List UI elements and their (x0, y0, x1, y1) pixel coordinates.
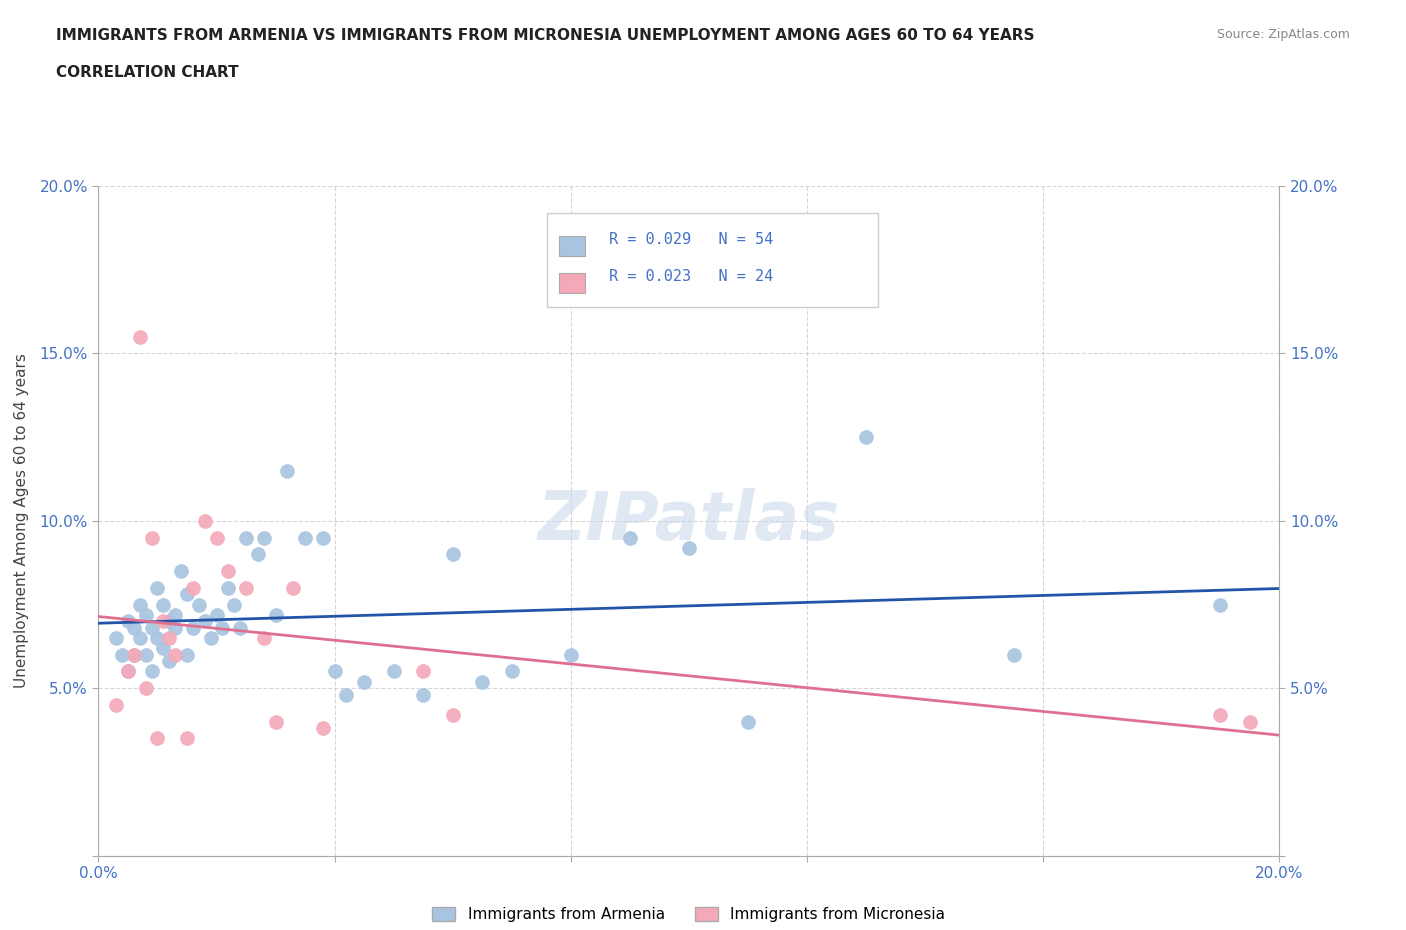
Point (211, 620, 233, 635)
Point (157, 631, 180, 645)
Point (855, 430, 877, 445)
Point (1209, 708, 1232, 723)
Point (105, 698, 128, 712)
Point (176, 731, 198, 746)
Legend: Immigrants from Armenia, Immigrants from Micronesia: Immigrants from Armenia, Immigrants from… (426, 901, 952, 928)
Point (235, 530, 257, 545)
Point (157, 614, 180, 629)
Point (294, 530, 316, 545)
Point (1209, 597, 1232, 612)
Point (253, 530, 276, 545)
Point (165, 620, 187, 635)
Point (224, 597, 246, 612)
Text: ZIPatlas: ZIPatlas (538, 488, 839, 553)
Point (146, 731, 169, 746)
Point (152, 641, 174, 656)
Point (146, 580, 169, 595)
Point (205, 607, 228, 622)
Point (312, 530, 335, 545)
Point (157, 654, 180, 669)
Text: Source: ZipAtlas.com: Source: ZipAtlas.com (1216, 28, 1350, 41)
Point (111, 647, 134, 662)
Point (205, 530, 228, 545)
Point (170, 564, 193, 578)
Point (264, 714, 287, 729)
FancyBboxPatch shape (547, 213, 877, 307)
Point (1239, 714, 1261, 729)
Point (141, 620, 163, 635)
Point (441, 547, 464, 562)
Point (194, 513, 217, 528)
FancyBboxPatch shape (560, 235, 585, 257)
Point (283, 580, 305, 595)
Point (181, 580, 204, 595)
Point (128, 329, 150, 344)
Point (181, 620, 204, 635)
Point (117, 614, 139, 629)
Point (128, 597, 150, 612)
Point (335, 687, 357, 702)
Point (246, 547, 269, 562)
Point (276, 463, 298, 478)
Point (560, 647, 582, 662)
Point (323, 664, 346, 679)
Point (441, 708, 464, 723)
FancyBboxPatch shape (560, 272, 585, 293)
Point (117, 664, 139, 679)
Text: R = 0.023   N = 24: R = 0.023 N = 24 (609, 269, 773, 284)
Text: IMMIGRANTS FROM ARMENIA VS IMMIGRANTS FROM MICRONESIA UNEMPLOYMENT AMONG AGES 60: IMMIGRANTS FROM ARMENIA VS IMMIGRANTS FR… (56, 28, 1035, 43)
Point (135, 647, 157, 662)
Point (264, 607, 287, 622)
Point (229, 620, 252, 635)
Point (200, 631, 222, 645)
Point (141, 530, 163, 545)
Point (737, 714, 759, 729)
Point (412, 664, 434, 679)
Point (122, 647, 145, 662)
Point (187, 597, 209, 612)
Point (471, 674, 494, 689)
Point (235, 580, 257, 595)
Point (501, 664, 523, 679)
Point (105, 631, 128, 645)
Point (353, 674, 375, 689)
Point (253, 631, 276, 645)
Point (217, 580, 239, 595)
Point (165, 647, 187, 662)
Point (128, 631, 150, 645)
Point (141, 664, 163, 679)
Point (176, 647, 198, 662)
Point (122, 620, 145, 635)
Text: R = 0.029   N = 54: R = 0.029 N = 54 (609, 232, 773, 247)
Point (1002, 647, 1025, 662)
Text: CORRELATION CHART: CORRELATION CHART (56, 65, 239, 80)
Point (117, 664, 139, 679)
Point (194, 614, 217, 629)
Point (619, 530, 641, 545)
Point (146, 631, 169, 645)
Point (678, 540, 700, 555)
Point (122, 647, 145, 662)
Point (165, 607, 187, 622)
Point (312, 721, 335, 736)
Point (152, 614, 174, 629)
Point (135, 607, 157, 622)
Point (412, 687, 434, 702)
Point (152, 597, 174, 612)
Y-axis label: Unemployment Among Ages 60 to 64 years: Unemployment Among Ages 60 to 64 years (14, 353, 28, 688)
Point (176, 587, 198, 602)
Point (382, 664, 405, 679)
Point (217, 564, 239, 578)
Point (135, 681, 157, 696)
